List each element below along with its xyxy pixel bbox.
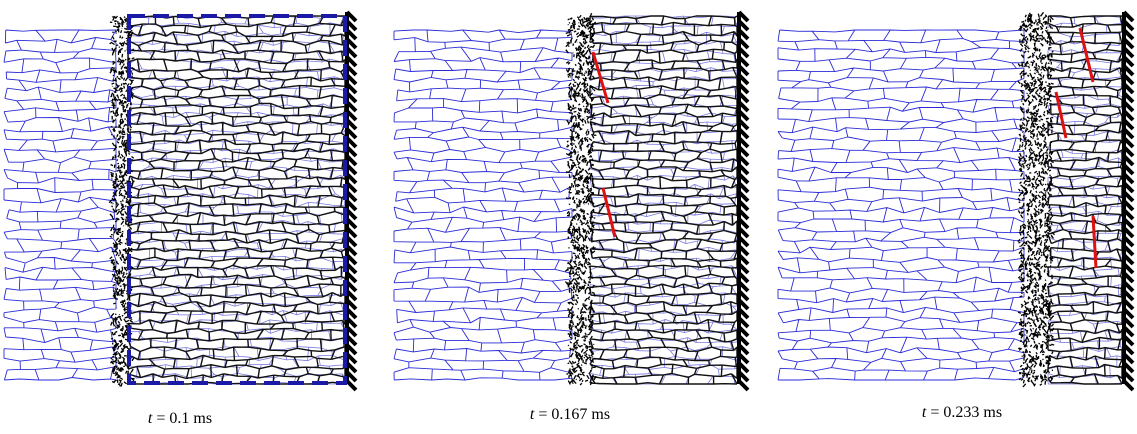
figure: t = 0.1 ms t = 0.167 ms t = 0.233 ms <box>0 0 1137 434</box>
caption-text: = 0.1 ms <box>152 410 212 427</box>
mesh <box>778 30 1024 380</box>
cracks <box>593 28 1096 268</box>
caption: t = 0.233 ms <box>922 404 1002 421</box>
mesh <box>1048 16 1122 384</box>
caption: t = 0.167 ms <box>530 406 610 423</box>
caption-text: = 0.233 ms <box>926 404 1002 421</box>
mesh <box>590 16 737 384</box>
mesh <box>4 30 116 380</box>
crack <box>1093 216 1096 268</box>
mesh-layer <box>4 12 1133 390</box>
mesh <box>394 30 572 380</box>
caption-text: = 0.167 ms <box>534 406 610 423</box>
caption: t = 0.1 ms <box>148 410 212 427</box>
